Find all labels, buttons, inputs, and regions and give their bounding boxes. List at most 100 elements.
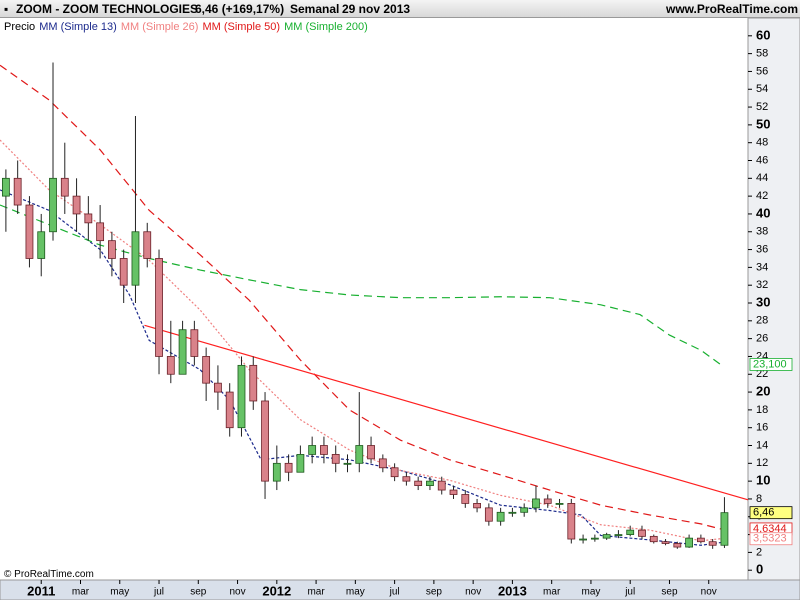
candle-body	[84, 213, 93, 224]
candle-body	[661, 541, 670, 544]
candle-body	[673, 543, 682, 548]
candle-body	[296, 454, 305, 473]
candle-body	[96, 222, 105, 242]
y-tick-label: 40	[756, 205, 770, 220]
y-tick-label: 28	[756, 315, 768, 327]
period: Semanal	[290, 2, 340, 16]
candle-body	[272, 462, 281, 482]
y-tick-label: 42	[756, 190, 768, 202]
legend: Precio MM (Simple 13) MM (Simple 26) MM …	[4, 21, 368, 33]
candle-body	[214, 382, 222, 393]
candle-body	[343, 462, 352, 465]
last-value-label: 3,5323	[753, 533, 787, 545]
candle-body	[249, 364, 258, 402]
candle-body	[331, 454, 340, 464]
last-value-box	[749, 532, 793, 546]
y-tick-label: 12	[756, 457, 768, 469]
candle-body	[261, 400, 269, 482]
candle-body	[449, 489, 458, 495]
candle-body	[367, 445, 375, 460]
x-tick-label: sep	[426, 587, 443, 598]
candle-body	[390, 467, 399, 478]
x-tick-label: 2013	[498, 583, 527, 598]
candle-body	[190, 329, 199, 357]
y-tick-label: 22	[756, 368, 768, 380]
candle-body	[355, 445, 364, 464]
x-tick-label: 2011	[27, 583, 55, 598]
x-tick-label: jul	[624, 587, 635, 598]
candle-body	[461, 494, 470, 504]
candle-body	[532, 498, 540, 509]
candle-body	[143, 231, 152, 259]
y-tick-label: 46	[756, 154, 768, 166]
candle-body	[178, 329, 187, 375]
chart-title: ZOOM - ZOOM TECHNOLOGIES	[16, 2, 198, 16]
moving-average	[0, 64, 721, 530]
candle-body	[155, 258, 163, 357]
moving-average	[0, 204, 721, 365]
time-axis-panel	[0, 579, 800, 600]
candle-body	[520, 507, 529, 513]
candle-body	[638, 529, 646, 537]
candle-body	[237, 364, 246, 429]
icon: ▪	[4, 2, 9, 16]
x-tick-label: nov	[465, 587, 481, 598]
x-tick-label: mar	[307, 587, 325, 598]
candle-body	[555, 503, 564, 505]
trendline	[144, 324, 749, 501]
candle-body	[685, 537, 694, 548]
last-price: 6,46 (+169,17%)	[195, 2, 285, 16]
y-tick-label: 2	[756, 546, 762, 558]
y-tick-label: 44	[756, 172, 768, 184]
candle-body	[508, 511, 517, 514]
x-tick-label: 2012	[262, 583, 291, 598]
candle-body	[60, 177, 69, 197]
candle-body	[37, 231, 46, 259]
candle-body	[720, 512, 729, 546]
y-tick-label: 38	[756, 226, 768, 238]
candle-body	[131, 231, 140, 286]
last-value-label: 6,46	[753, 507, 774, 519]
candle-body	[590, 537, 599, 540]
y-tick-label: 54	[756, 83, 768, 95]
y-tick-label: 32	[756, 279, 768, 291]
candle-body	[626, 529, 635, 535]
candle-body	[225, 391, 234, 429]
candle-body	[426, 480, 434, 486]
moving-average	[0, 189, 721, 546]
candle-body	[284, 462, 293, 473]
candle-body	[437, 480, 446, 491]
candle-body	[402, 476, 411, 482]
y-tick-label: 60	[756, 27, 770, 42]
legend-item: MM (Simple 26)	[120, 21, 199, 33]
copyright: © ProRealTime.com	[4, 569, 94, 580]
last-value-box	[749, 506, 793, 520]
x-tick-label: jul	[153, 587, 164, 598]
y-tick-label: 58	[756, 48, 768, 60]
last-value-box	[749, 358, 793, 371]
header-bar: ▪ ZOOM - ZOOM TECHNOLOGIES 6,46 (+169,17…	[0, 0, 800, 18]
candle-body	[13, 177, 22, 206]
y-tick-label: 56	[756, 65, 768, 77]
y-tick-label: 34	[756, 261, 768, 273]
y-tick-label: 14	[756, 439, 768, 451]
legend-item: Precio	[4, 21, 36, 33]
y-tick-label: 0	[756, 562, 763, 577]
y-tick-label: 10	[756, 473, 770, 488]
x-tick-label: jul	[389, 587, 400, 598]
candle-body	[567, 503, 576, 540]
date: 29 nov 2013	[342, 2, 411, 16]
x-tick-label: nov	[229, 587, 245, 598]
y-tick-label: 8	[756, 493, 762, 505]
y-tick-label: 50	[756, 116, 770, 131]
y-tick-label: 18	[756, 404, 768, 416]
candle-body	[414, 480, 423, 486]
legend-item: MM (Simple 50)	[202, 21, 281, 33]
x-tick-label: nov	[701, 587, 717, 598]
candle-body	[473, 503, 481, 509]
candle-body	[72, 195, 81, 215]
candle-body	[708, 541, 717, 546]
last-value-label: 23,100	[753, 358, 787, 370]
